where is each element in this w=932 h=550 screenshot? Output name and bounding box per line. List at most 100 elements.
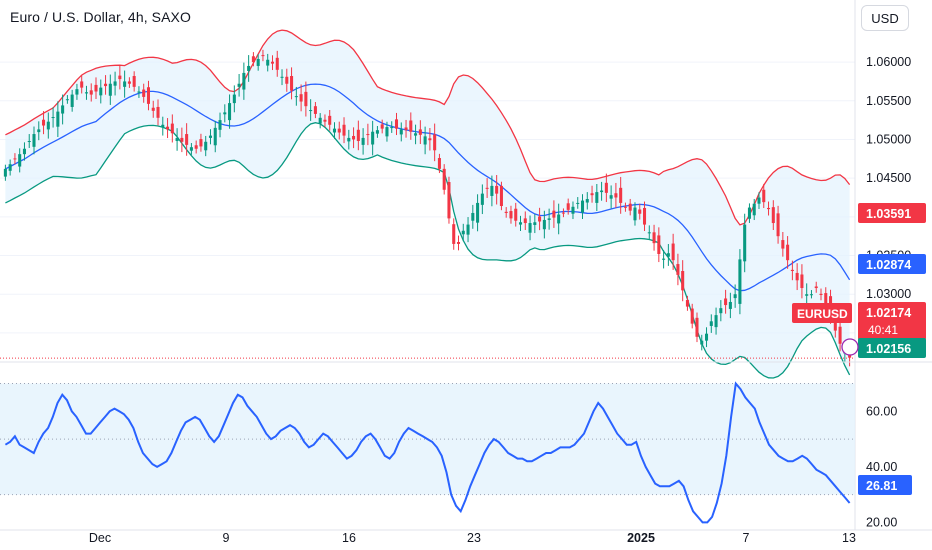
candle-body <box>166 126 170 130</box>
candle <box>538 207 542 231</box>
candle-body <box>213 127 217 146</box>
price-tag-value: 1.02174 <box>866 306 911 320</box>
candle <box>728 292 732 319</box>
price-tick-label: 1.03000 <box>866 287 911 301</box>
candle <box>480 184 484 215</box>
candle-body <box>223 112 227 115</box>
symbol-tag-text: EURUSD <box>797 307 848 321</box>
candle-body <box>185 134 189 145</box>
candle-body <box>771 207 775 224</box>
candle <box>418 120 422 145</box>
candle-body <box>94 84 98 92</box>
candle-body <box>523 218 527 224</box>
price-tick-label: 1.05000 <box>866 132 911 146</box>
candle-body <box>776 213 780 237</box>
candle <box>151 100 155 118</box>
candle <box>590 185 594 203</box>
candle <box>752 198 756 221</box>
countdown-text: 40:41 <box>868 323 898 337</box>
rsi-last-value: 26.81 <box>858 475 912 495</box>
candle-body <box>767 207 771 210</box>
price-tick-label: 1.04500 <box>866 171 911 185</box>
candle <box>518 215 523 231</box>
candle <box>638 203 642 220</box>
candle <box>490 175 494 207</box>
candle <box>342 117 346 144</box>
candle-body <box>61 105 65 114</box>
candle <box>666 244 670 266</box>
currency-button[interactable]: USD <box>861 5 909 31</box>
candle-body <box>585 199 589 203</box>
candle <box>218 112 222 138</box>
candles <box>3 49 852 367</box>
candle <box>337 121 341 140</box>
candle <box>251 52 255 67</box>
candle-body <box>504 211 508 213</box>
candle-body <box>51 117 55 119</box>
candle-body <box>638 209 642 214</box>
candle <box>690 303 694 329</box>
candle-body <box>628 203 632 211</box>
rsi-last-bg <box>858 475 912 495</box>
candle <box>676 253 680 286</box>
lower-band-value: 1.02156 <box>858 338 926 358</box>
time-axis: Dec 9 16 23 2025 7 13 <box>89 531 856 545</box>
candle <box>294 86 298 106</box>
candle <box>786 236 790 269</box>
candle <box>166 118 170 139</box>
candle <box>180 127 184 153</box>
candle <box>232 85 236 113</box>
candle <box>332 122 337 139</box>
candle <box>662 249 666 269</box>
candle-body <box>99 87 103 96</box>
candle <box>805 283 809 307</box>
candle-body <box>275 57 279 70</box>
candle <box>108 74 112 105</box>
candle-body <box>42 119 46 126</box>
candle <box>142 83 146 103</box>
candle-body <box>270 61 275 64</box>
candle-body <box>614 193 618 198</box>
candle <box>213 120 217 153</box>
candle <box>495 175 499 205</box>
upper-band-value-bg <box>858 203 926 223</box>
candle-body <box>161 124 165 128</box>
candle <box>642 201 647 231</box>
candle <box>290 67 294 100</box>
basis-value-bg <box>858 254 926 274</box>
candle <box>523 211 527 230</box>
candle-body <box>237 83 241 87</box>
candle <box>275 50 279 77</box>
candle <box>18 148 22 173</box>
candle-body <box>819 293 823 295</box>
candle <box>46 112 50 139</box>
candle <box>228 94 232 129</box>
candle-body <box>685 300 689 307</box>
candle <box>170 114 174 143</box>
candle-body <box>285 76 289 84</box>
candle-body <box>485 187 489 189</box>
candle <box>199 133 203 152</box>
candle <box>528 215 532 241</box>
candle <box>113 71 117 96</box>
candle-body <box>352 135 356 140</box>
rsi-line <box>4 381 851 524</box>
candle-body <box>27 141 31 143</box>
candle <box>247 55 251 82</box>
candle-body <box>123 81 127 87</box>
candle <box>757 192 761 209</box>
candle <box>838 319 842 352</box>
candle <box>743 213 747 273</box>
candle-body <box>70 94 74 107</box>
candle-body <box>695 317 699 337</box>
candle-body <box>146 87 151 104</box>
candle <box>614 182 618 208</box>
candle <box>714 307 718 335</box>
candle <box>385 121 389 142</box>
candle-body <box>671 243 675 261</box>
candle <box>313 102 317 119</box>
candle <box>580 194 585 219</box>
candle <box>700 334 704 351</box>
candle-body <box>170 123 174 134</box>
